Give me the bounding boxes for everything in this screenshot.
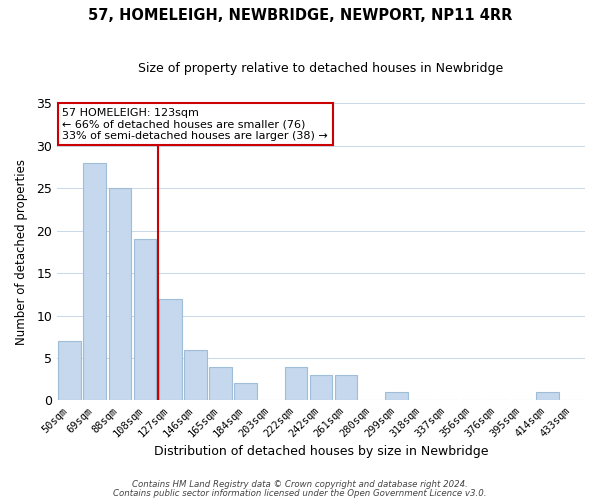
X-axis label: Distribution of detached houses by size in Newbridge: Distribution of detached houses by size …	[154, 444, 488, 458]
Text: Contains HM Land Registry data © Crown copyright and database right 2024.: Contains HM Land Registry data © Crown c…	[132, 480, 468, 489]
Bar	[159, 298, 182, 400]
Bar	[536, 392, 559, 400]
Title: Size of property relative to detached houses in Newbridge: Size of property relative to detached ho…	[139, 62, 503, 76]
Bar	[184, 350, 206, 401]
Bar	[335, 375, 358, 400]
Text: 57, HOMELEIGH, NEWBRIDGE, NEWPORT, NP11 4RR: 57, HOMELEIGH, NEWBRIDGE, NEWPORT, NP11 …	[88, 8, 512, 22]
Bar	[209, 366, 232, 400]
Text: 57 HOMELEIGH: 123sqm
← 66% of detached houses are smaller (76)
33% of semi-detac: 57 HOMELEIGH: 123sqm ← 66% of detached h…	[62, 108, 328, 140]
Y-axis label: Number of detached properties: Number of detached properties	[15, 159, 28, 345]
Bar	[385, 392, 408, 400]
Text: Contains public sector information licensed under the Open Government Licence v3: Contains public sector information licen…	[113, 489, 487, 498]
Bar	[83, 162, 106, 400]
Bar	[58, 341, 81, 400]
Bar	[284, 366, 307, 400]
Bar	[134, 239, 157, 400]
Bar	[109, 188, 131, 400]
Bar	[235, 384, 257, 400]
Bar	[310, 375, 332, 400]
